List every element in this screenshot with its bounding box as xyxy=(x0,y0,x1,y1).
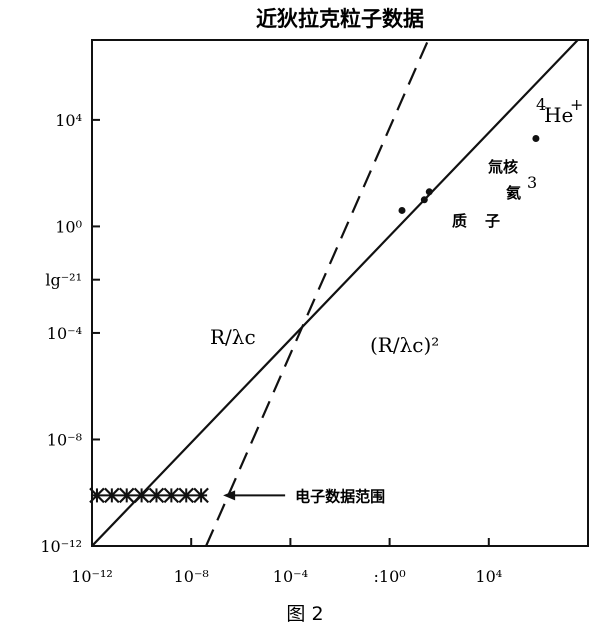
electron-star-marker xyxy=(133,487,150,504)
helium3-superscript: 3 xyxy=(527,173,537,192)
triton-label: 氚核 xyxy=(488,158,518,176)
electron-star-marker xyxy=(178,487,195,504)
x-tick-label: 10⁻⁸ xyxy=(174,567,209,586)
y-tick-label: 10⁻⁴ xyxy=(47,324,82,343)
particle-point xyxy=(398,206,406,214)
chart-title: 近狄拉克粒子数据 xyxy=(256,7,424,31)
particle-markers xyxy=(398,135,540,214)
series-line-squared xyxy=(205,40,430,546)
helium4-superscript: + xyxy=(570,95,583,114)
x-axis-ticks: 10⁻¹² 10⁻⁸ 10⁻⁴ :10⁰ 10⁴ xyxy=(71,538,502,586)
x-tick-label: 10⁴ xyxy=(475,567,502,586)
y-tick-label: 10⁴ xyxy=(55,111,82,130)
particle-point xyxy=(532,135,540,143)
electron-star-marker xyxy=(104,487,120,504)
electron-star-marker xyxy=(193,487,209,504)
electron-star-marker xyxy=(89,487,105,504)
plot-frame xyxy=(91,39,589,547)
y-tick-label: 10⁻¹² xyxy=(40,537,82,556)
electron-arrow-head xyxy=(223,490,236,501)
series-line-linear xyxy=(92,40,580,546)
series-label-linear: R/λc xyxy=(210,325,256,349)
particle-point xyxy=(425,188,433,196)
electron-data-range: 电子数据范围 xyxy=(89,487,385,505)
helium4-label: He xyxy=(544,103,573,127)
x-tick-label: 10⁻¹² xyxy=(71,567,113,586)
x-tick-label: 10⁻⁴ xyxy=(273,567,308,586)
figure-caption: 图 2 xyxy=(286,603,323,625)
electron-star-marker xyxy=(163,487,180,504)
y-tick-label: lg⁻²¹ xyxy=(45,271,82,290)
y-tick-label: 10⁻⁸ xyxy=(47,430,82,449)
x-tick-label: :10⁰ xyxy=(374,567,406,586)
proton-label: 质子 xyxy=(452,212,518,230)
electron-star-marker xyxy=(148,487,165,504)
electron-range-label: 电子数据范围 xyxy=(295,487,385,505)
helium4-prefix: 4 xyxy=(536,95,546,114)
y-tick-label: 10⁰ xyxy=(55,217,82,236)
series-layer xyxy=(92,40,580,546)
particle-point xyxy=(420,196,428,204)
helium3-label: 氦 xyxy=(506,184,521,202)
electron-star-marker xyxy=(118,487,135,504)
series-label-squared: (R/λc)² xyxy=(370,333,439,357)
y-axis-ticks: 10⁴ 10⁰ lg⁻²¹ 10⁻⁴ 10⁻⁸ 10⁻¹² xyxy=(40,111,100,556)
